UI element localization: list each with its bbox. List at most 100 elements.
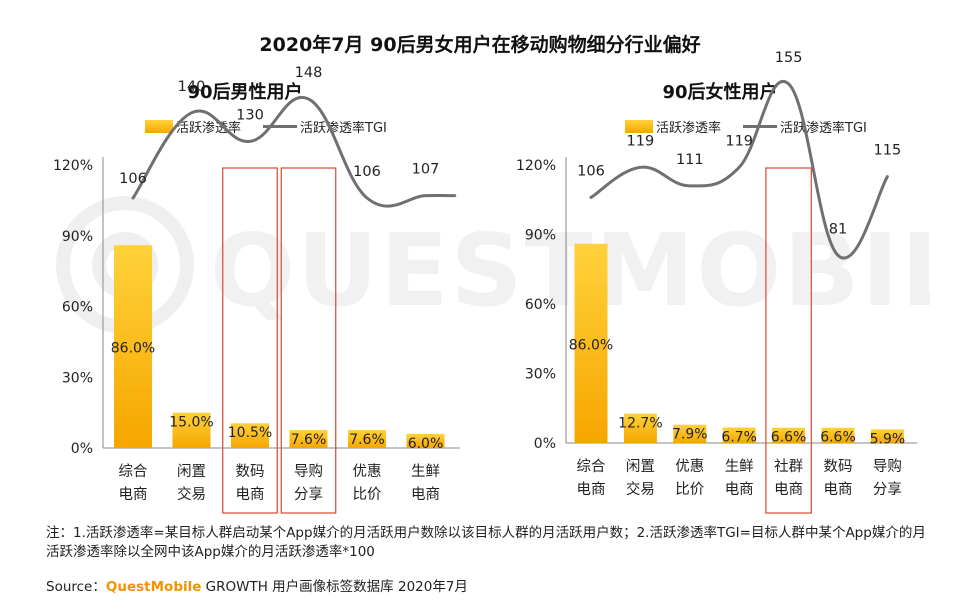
bar-data-label: 6.7% bbox=[721, 429, 757, 445]
legend-line-swatch bbox=[263, 124, 298, 128]
x-tick-label: 分享 bbox=[294, 486, 323, 503]
x-tick-label: 优惠 bbox=[353, 463, 382, 480]
highlight-box bbox=[222, 167, 278, 514]
legend-bar-swatch bbox=[145, 119, 173, 133]
x-tick-label: 数码 bbox=[236, 463, 265, 480]
highlight-box bbox=[765, 167, 812, 514]
tgi-data-label: 106 bbox=[577, 163, 605, 179]
source-brand: QuestMobile bbox=[105, 579, 202, 595]
tgi-data-label: 106 bbox=[353, 164, 381, 180]
x-tick-label: 电商 bbox=[411, 486, 440, 503]
highlight-box bbox=[280, 167, 337, 514]
x-tick-label: 综合 bbox=[577, 458, 606, 475]
tgi-data-label: 81 bbox=[829, 221, 847, 237]
tgi-line bbox=[589, 79, 889, 260]
y-tick-label: 60% bbox=[62, 300, 93, 316]
x-tick-label: 社群 bbox=[774, 458, 803, 475]
source-line: Source：QuestMobile GROWTH 用户画像标签数据库 2020… bbox=[46, 575, 468, 595]
bar-data-label: 86.0% bbox=[111, 341, 155, 357]
y-tick-label: 120% bbox=[516, 158, 556, 174]
bar bbox=[870, 429, 904, 443]
tgi-data-label: 111 bbox=[676, 152, 704, 168]
tgi-data-label: 140 bbox=[178, 79, 206, 95]
bar-data-label: 6.6% bbox=[771, 430, 807, 446]
x-tick-label: 生鲜 bbox=[411, 463, 440, 480]
bar-data-label: 86.0% bbox=[569, 337, 613, 353]
bar-data-label: 10.5% bbox=[228, 425, 272, 441]
x-tick-label: 电商 bbox=[577, 481, 606, 498]
x-tick-label: 电商 bbox=[236, 486, 265, 503]
bar-data-label: 15.0% bbox=[169, 415, 213, 431]
footnote: 注：1.活跃渗透率=某目标人群启动某个App媒介的月活跃用户数除以该目标人群的月… bbox=[46, 525, 926, 560]
bar-data-label: 7.6% bbox=[291, 432, 327, 448]
x-tick-label: 电商 bbox=[119, 486, 148, 503]
y-tick-label: 0% bbox=[71, 441, 93, 457]
tgi-data-label: 119 bbox=[627, 133, 655, 149]
x-tick-label: 交易 bbox=[626, 480, 655, 498]
x-tick-label: 电商 bbox=[725, 481, 754, 498]
bar-data-label: 6.0% bbox=[408, 436, 444, 452]
tgi-data-label: 115 bbox=[874, 143, 902, 159]
x-tick-label: 比价 bbox=[675, 481, 704, 498]
bar bbox=[574, 243, 608, 443]
bar bbox=[348, 430, 386, 448]
x-tick-label: 生鲜 bbox=[725, 458, 754, 475]
y-tick-label: 90% bbox=[62, 229, 93, 245]
y-tick-label: 60% bbox=[525, 297, 556, 313]
y-tick-label: 30% bbox=[525, 367, 556, 383]
tgi-data-label: 155 bbox=[775, 50, 803, 66]
x-tick-label: 导购 bbox=[873, 458, 902, 475]
legend-bar-label: 活跃渗透率 bbox=[656, 120, 722, 136]
tgi-data-label: 148 bbox=[295, 65, 323, 81]
chart-title-female: 90后女性用户 bbox=[662, 82, 778, 103]
bar bbox=[772, 427, 806, 443]
tgi-data-label: 119 bbox=[725, 133, 753, 149]
bar-data-label: 6.6% bbox=[820, 430, 856, 446]
x-tick-label: 分享 bbox=[873, 481, 902, 498]
bar bbox=[289, 430, 328, 448]
x-tick-label: 电商 bbox=[774, 481, 803, 498]
source-prefix: Source： bbox=[46, 579, 106, 595]
legend-line-label: 活跃渗透率TGI bbox=[300, 120, 387, 136]
bar bbox=[722, 427, 756, 443]
legend-female: 活跃渗透率 活跃渗透率TGI bbox=[625, 115, 867, 137]
page-title: 2020年7月 90后男女用户在移动购物细分行业偏好 bbox=[259, 34, 701, 56]
bar bbox=[406, 433, 445, 448]
y-tick-label: 30% bbox=[62, 370, 93, 386]
legend-line-label: 活跃渗透率TGI bbox=[780, 120, 867, 136]
bar-data-label: 7.6% bbox=[349, 432, 385, 448]
bar bbox=[114, 245, 152, 448]
y-tick-label: 0% bbox=[534, 436, 556, 452]
x-tick-label: 电商 bbox=[824, 481, 853, 498]
bar bbox=[231, 423, 269, 448]
bar bbox=[673, 424, 707, 443]
legend-male: 活跃渗透率 活跃渗透率TGI bbox=[145, 115, 387, 137]
tgi-data-label: 130 bbox=[236, 107, 264, 123]
x-tick-label: 比价 bbox=[353, 486, 382, 503]
legend-bar-label: 活跃渗透率 bbox=[176, 120, 242, 136]
y-tick-label: 120% bbox=[53, 158, 93, 174]
source-suffix: GROWTH 用户画像标签数据库 2020年7月 bbox=[201, 579, 468, 595]
tgi-line bbox=[131, 95, 457, 208]
chart-title-male: 90后男性用户 bbox=[187, 82, 303, 103]
bar bbox=[821, 427, 855, 443]
tgi-data-label: 107 bbox=[412, 162, 440, 178]
x-tick-label: 数码 bbox=[824, 458, 853, 475]
x-tick-label: 优惠 bbox=[675, 458, 704, 475]
bar-data-label: 12.7% bbox=[618, 416, 662, 432]
bar-data-label: 5.9% bbox=[870, 431, 906, 447]
x-tick-label: 综合 bbox=[119, 463, 148, 480]
x-tick-label: 导购 bbox=[294, 463, 323, 480]
y-tick-label: 90% bbox=[525, 228, 556, 244]
bar bbox=[623, 413, 657, 443]
x-tick-label: 交易 bbox=[177, 485, 206, 503]
bar bbox=[172, 412, 211, 448]
legend-bar-swatch bbox=[625, 119, 653, 133]
x-tick-label: 闲置 bbox=[177, 463, 206, 480]
tgi-data-label: 106 bbox=[119, 171, 147, 187]
x-tick-label: 闲置 bbox=[626, 458, 655, 475]
bar-data-label: 7.9% bbox=[672, 427, 708, 443]
